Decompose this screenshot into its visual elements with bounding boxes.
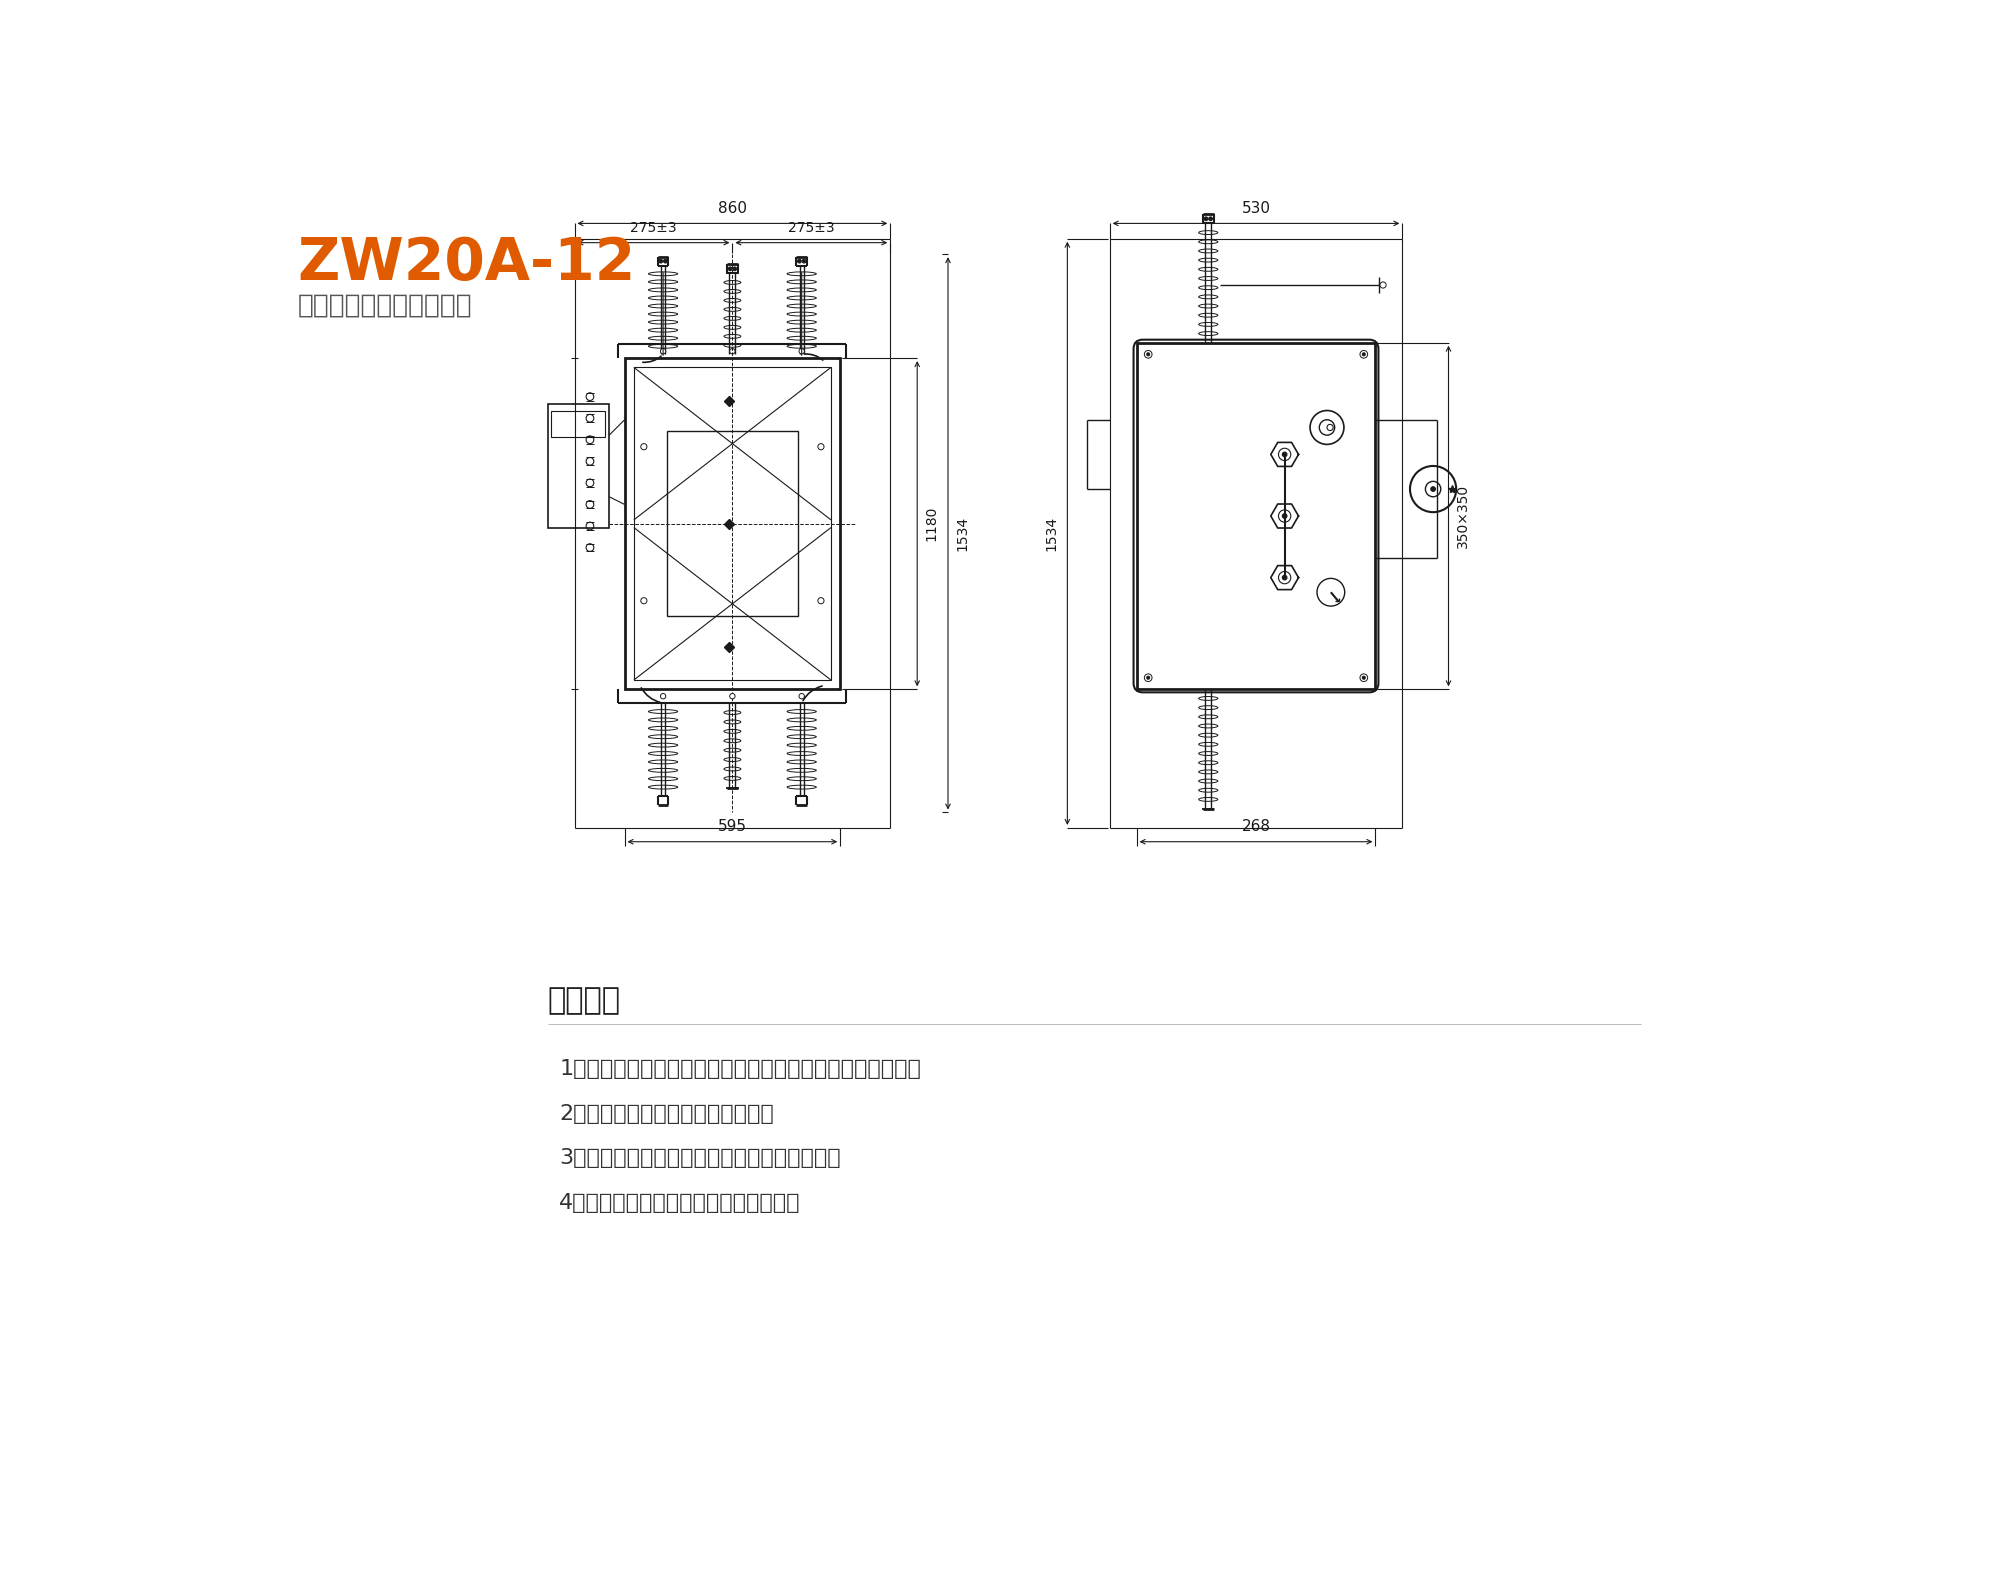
Circle shape bbox=[1326, 425, 1334, 431]
Text: 1180: 1180 bbox=[924, 507, 938, 541]
Bar bbox=[548, 404, 610, 527]
Circle shape bbox=[728, 267, 732, 271]
Circle shape bbox=[660, 349, 666, 354]
Text: 350×350: 350×350 bbox=[1456, 484, 1470, 547]
Circle shape bbox=[640, 444, 646, 450]
Circle shape bbox=[1360, 673, 1368, 681]
Bar bbox=[552, 411, 606, 437]
Circle shape bbox=[798, 260, 802, 263]
Bar bbox=[634, 368, 830, 680]
Circle shape bbox=[800, 349, 804, 354]
Circle shape bbox=[800, 694, 804, 698]
Text: 268: 268 bbox=[1242, 820, 1270, 834]
Circle shape bbox=[1208, 217, 1212, 220]
Bar bbox=[624, 359, 840, 689]
Circle shape bbox=[730, 694, 736, 698]
Text: 1534: 1534 bbox=[1044, 516, 1058, 551]
Text: 户外高压交流真空断路器: 户外高压交流真空断路器 bbox=[298, 293, 472, 319]
Circle shape bbox=[802, 260, 806, 263]
Circle shape bbox=[1362, 676, 1366, 680]
Text: 1、产品型号、名称、操作机构电动或手动、数量及交货期。: 1、产品型号、名称、操作机构电动或手动、数量及交货期。 bbox=[560, 1059, 922, 1079]
Circle shape bbox=[1144, 351, 1152, 359]
Text: ZW20A-12: ZW20A-12 bbox=[298, 234, 636, 293]
Text: 595: 595 bbox=[718, 820, 746, 834]
Circle shape bbox=[1146, 676, 1150, 680]
Bar bbox=[666, 431, 798, 617]
Circle shape bbox=[1278, 571, 1290, 584]
Circle shape bbox=[664, 260, 668, 263]
Circle shape bbox=[1430, 486, 1436, 491]
Circle shape bbox=[1282, 514, 1286, 519]
Circle shape bbox=[658, 260, 662, 263]
Text: 订货须知: 订货须知 bbox=[548, 986, 620, 1015]
Text: 530: 530 bbox=[1242, 201, 1270, 216]
Text: 860: 860 bbox=[718, 201, 746, 216]
Circle shape bbox=[1380, 282, 1386, 288]
Circle shape bbox=[818, 444, 824, 450]
Circle shape bbox=[1362, 352, 1366, 355]
Circle shape bbox=[1278, 448, 1290, 461]
Text: 275±3: 275±3 bbox=[630, 220, 676, 234]
Circle shape bbox=[1144, 673, 1152, 681]
Circle shape bbox=[660, 694, 666, 698]
Circle shape bbox=[1204, 217, 1208, 220]
Text: 4、是否配置控制器控制的型号及功能。: 4、是否配置控制器控制的型号及功能。 bbox=[560, 1192, 800, 1213]
Circle shape bbox=[1282, 576, 1286, 580]
Circle shape bbox=[640, 598, 646, 604]
Text: 1534: 1534 bbox=[956, 516, 970, 551]
Circle shape bbox=[818, 598, 824, 604]
Circle shape bbox=[1146, 352, 1150, 355]
Circle shape bbox=[730, 349, 736, 354]
Circle shape bbox=[1360, 351, 1368, 359]
Text: 2、电流互感器变比、精度及数量。: 2、电流互感器变比、精度及数量。 bbox=[560, 1104, 774, 1123]
Text: 3、是否配置外置式电压互感器（操作电源）。: 3、是否配置外置式电压互感器（操作电源）。 bbox=[560, 1148, 840, 1169]
Circle shape bbox=[1282, 451, 1286, 456]
Text: 275±3: 275±3 bbox=[788, 220, 834, 234]
Circle shape bbox=[732, 267, 736, 271]
Circle shape bbox=[1278, 510, 1290, 522]
Bar bbox=[1136, 343, 1376, 689]
